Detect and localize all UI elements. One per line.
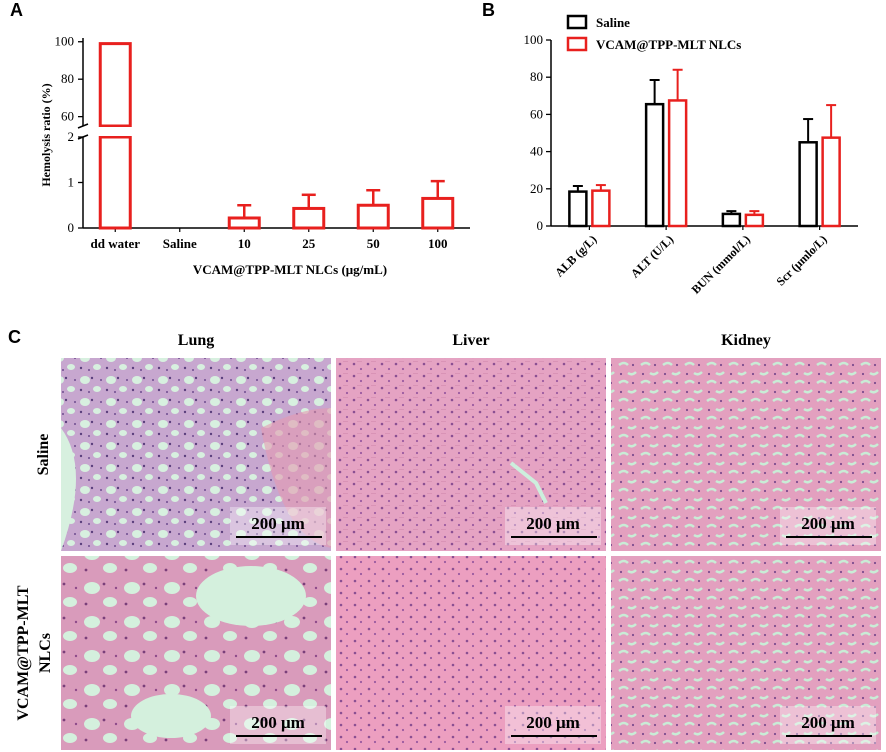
y-tick-label: 2 <box>68 129 75 144</box>
scale-bar-bg <box>230 507 326 545</box>
y-tick-label: 60 <box>530 106 543 121</box>
row-label: VCAM@TPP-MLT <box>15 585 32 721</box>
y-tick-label: 100 <box>55 34 75 49</box>
y-tick-label: 20 <box>530 181 543 196</box>
legend-swatch <box>566 36 588 52</box>
bar <box>568 190 588 228</box>
bar <box>227 216 261 230</box>
legend-swatch <box>566 14 588 30</box>
column-label: Liver <box>452 332 489 349</box>
x-tick-label: 50 <box>367 236 380 251</box>
row-label: NLCs <box>37 633 54 673</box>
column-label: Kidney <box>721 332 771 349</box>
panel-letter-b: B <box>482 0 495 20</box>
column-label: Lung <box>178 332 214 349</box>
scale-bar-label: 200 μm <box>526 713 580 732</box>
bar-lower <box>98 135 132 230</box>
bar <box>798 141 818 228</box>
bar <box>421 196 455 230</box>
scale-bar-label: 200 μm <box>526 514 580 533</box>
x-tick-label: 10 <box>238 236 251 251</box>
panel-letter-c: C <box>8 327 21 347</box>
histology-image <box>336 358 606 551</box>
tissue-feature <box>509 461 548 504</box>
histology-image <box>611 358 881 551</box>
x-tick-label: ALT (U/L) <box>628 232 676 280</box>
y-tick-label: 0 <box>537 218 544 233</box>
y-tick-label: 40 <box>530 144 543 159</box>
legend-label: VCAM@TPP-MLT NLCs <box>596 37 741 52</box>
histology-image <box>611 556 881 750</box>
scale-bar-label: 200 μm <box>801 514 855 533</box>
histology-image <box>336 556 606 750</box>
tissue-feature <box>261 408 331 548</box>
y-tick-label: 80 <box>61 71 74 86</box>
tissue-feature <box>196 566 306 626</box>
tissue-feature <box>131 694 211 738</box>
bar <box>721 212 742 228</box>
y-tick-label: 60 <box>61 109 74 124</box>
biochem-chart: 0 20 40 60 80 100 ALB (g/L) ALT (U/L) BUN (mmol/… <box>524 14 858 297</box>
bar <box>292 206 326 230</box>
scale-bar-bg <box>780 507 876 545</box>
bar <box>356 203 390 230</box>
bar <box>667 99 688 228</box>
bar-upper <box>98 42 132 128</box>
x-tick-label: BUN (mmol/L) <box>689 232 753 296</box>
x-axis-label: VCAM@TPP-MLT NLCs (μg/mL) <box>193 262 387 277</box>
bar-break-gap <box>97 127 134 136</box>
tissue-feature <box>61 428 76 551</box>
scale-bar-label: 200 μm <box>801 713 855 732</box>
scale-bar-bg <box>230 706 326 744</box>
x-tick-label: 25 <box>302 236 316 251</box>
scale-bar-bg <box>505 507 601 545</box>
hemolysis-chart: 0 1 2 60 80 100 Hemolysis ratio (%) dd water Sal… <box>39 34 470 277</box>
bar <box>744 213 765 228</box>
bar <box>644 102 665 228</box>
histology-grid: Lung Liver Kidney Saline VCAM@TPP-MLT NLCs 200… <box>15 332 881 750</box>
panel-letter-a: A <box>10 0 23 20</box>
x-tick-label: ALB (g/L) <box>552 232 599 279</box>
y-axis-label: Hemolysis ratio (%) <box>39 83 53 186</box>
scale-bar-bg <box>505 706 601 744</box>
axis-break-mark <box>77 123 89 129</box>
y-tick-label: 0 <box>68 220 75 235</box>
bar <box>821 136 841 228</box>
y-tick-label: 1 <box>68 175 75 190</box>
x-tick-label: Saline <box>163 236 197 251</box>
y-tick-label: 100 <box>524 32 544 47</box>
scale-bar-bg <box>780 706 876 744</box>
y-tick-label: 80 <box>530 69 543 84</box>
bar <box>591 189 611 228</box>
scale-bar-label: 200 μm <box>251 514 305 533</box>
legend-label: Saline <box>596 15 630 30</box>
x-tick-label: 100 <box>428 236 448 251</box>
row-label: Saline <box>35 434 52 476</box>
x-tick-label: Scr (μmlo/L) <box>773 232 829 288</box>
x-tick-label: dd water <box>91 236 141 251</box>
scale-bar-label: 200 μm <box>251 713 305 732</box>
